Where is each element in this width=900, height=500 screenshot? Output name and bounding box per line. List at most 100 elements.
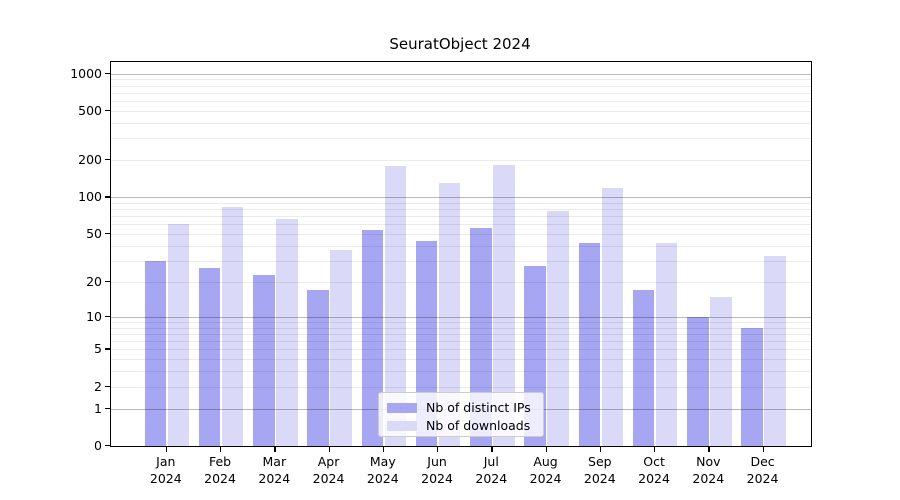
gridline-minor-900 — [111, 79, 811, 81]
bar-nb-of-distinct-ips-jul-2024 — [470, 228, 492, 446]
gridline-minor-50 — [111, 234, 811, 236]
bar-nb-of-downloads-may-2024 — [384, 166, 407, 446]
bar-nb-of-downloads-jan-2024 — [167, 224, 190, 446]
y-tick-mark-500 — [105, 109, 110, 112]
x-tick-label-jan-2024: Jan 2024 — [149, 454, 182, 486]
x-tick-mark-oct-2024 — [654, 446, 656, 452]
y-tick-label-100: 100 — [78, 189, 102, 205]
x-tick-mark-sep-2024 — [599, 446, 602, 452]
legend-label-downloads: Nb of downloads — [426, 418, 531, 433]
gridline-minor-800 — [111, 85, 811, 87]
legend: Nb of distinct IPs Nb of downloads — [378, 392, 544, 437]
y-tick-label-200: 200 — [78, 152, 102, 168]
gridline-minor-200 — [111, 160, 811, 162]
y-tick-mark-10 — [105, 315, 110, 318]
y-tick-mark-200 — [105, 159, 110, 161]
x-tick-mark-jan-2024 — [165, 446, 168, 452]
gridline-minor-300 — [111, 138, 811, 140]
gridline-minor-60 — [111, 224, 811, 226]
bar-nb-of-distinct-ips-nov-2024 — [687, 316, 709, 446]
bar-nb-of-downloads-feb-2024 — [221, 207, 244, 446]
gridline-minor-7 — [111, 333, 811, 335]
bar-nb-of-downloads-mar-2024 — [276, 219, 298, 446]
y-tick-mark-5 — [105, 348, 110, 350]
bar-nb-of-downloads-sep-2024 — [601, 187, 624, 446]
chart-title: SeuratObject 2024 — [389, 35, 531, 53]
bar-nb-of-downloads-dec-2024 — [764, 255, 786, 446]
gridline-major-100 — [111, 197, 811, 199]
y-tick-label-0: 0 — [94, 438, 102, 453]
y-tick-label-500: 500 — [78, 102, 102, 118]
bar-nb-of-distinct-ips-sep-2024 — [578, 243, 600, 446]
bar-nb-of-distinct-ips-may-2024 — [361, 230, 383, 446]
x-tick-label-may-2024: May 2024 — [366, 454, 399, 486]
bar-nb-of-distinct-ips-apr-2024 — [307, 290, 329, 446]
legend-item-downloads: Nb of downloads — [387, 417, 535, 434]
bar-nb-of-downloads-aug-2024 — [547, 211, 569, 446]
gridline-minor-4 — [111, 359, 811, 361]
x-tick-mark-feb-2024 — [220, 446, 222, 452]
x-tick-mark-may-2024 — [382, 446, 385, 452]
bar-nb-of-distinct-ips-mar-2024 — [253, 274, 275, 446]
x-tick-mark-dec-2024 — [762, 446, 764, 452]
bar-nb-of-distinct-ips-oct-2024 — [632, 290, 655, 446]
y-tick-label-50: 50 — [86, 226, 102, 242]
x-tick-mark-mar-2024 — [274, 446, 276, 452]
gridline-major-1000 — [111, 73, 811, 75]
bar-nb-of-downloads-apr-2024 — [330, 249, 352, 446]
gridline-minor-8 — [111, 327, 811, 329]
x-tick-label-sep-2024: Sep 2024 — [583, 454, 616, 486]
y-tick-label-20: 20 — [86, 273, 102, 289]
y-tick-label-1000: 1000 — [70, 65, 102, 81]
legend-label-distinct-ips: Nb of distinct IPs — [426, 400, 531, 415]
x-tick-label-apr-2024: Apr 2024 — [312, 454, 345, 486]
y-tick-label-10: 10 — [86, 308, 102, 324]
bar-nb-of-distinct-ips-dec-2024 — [741, 327, 763, 446]
bar-nb-of-downloads-jun-2024 — [438, 183, 461, 446]
legend-swatch-downloads-icon — [387, 420, 417, 431]
gridline-major-10 — [111, 316, 811, 318]
gridline-minor-40 — [111, 245, 811, 247]
bar-nb-of-downloads-nov-2024 — [710, 296, 732, 446]
y-tick-mark-20 — [105, 280, 110, 283]
x-tick-label-nov-2024: Nov 2024 — [692, 454, 725, 486]
gridline-minor-20 — [111, 281, 811, 283]
legend-swatch-distinct-ips-icon — [387, 402, 417, 413]
gridline-minor-5 — [111, 349, 811, 351]
gridline-minor-9 — [111, 321, 811, 323]
x-tick-label-jul-2024: Jul 2024 — [475, 454, 508, 486]
gridline-minor-400 — [111, 122, 811, 124]
y-tick-mark-1 — [105, 407, 110, 409]
y-tick-label-1: 1 — [94, 400, 102, 416]
x-tick-label-dec-2024: Dec 2024 — [746, 454, 779, 486]
gridline-minor-500 — [111, 110, 811, 112]
gridline-minor-6 — [111, 341, 811, 343]
y-tick-label-2: 2 — [94, 378, 102, 394]
y-tick-mark-2 — [105, 385, 110, 388]
gridline-minor-90 — [111, 202, 811, 204]
x-tick-mark-aug-2024 — [545, 446, 547, 452]
x-tick-label-jun-2024: Jun 2024 — [421, 454, 453, 486]
gridline-minor-700 — [111, 92, 811, 94]
plot-area — [110, 61, 812, 447]
gridline-minor-2 — [111, 386, 811, 388]
gridline-minor-600 — [111, 101, 811, 103]
x-tick-mark-jun-2024 — [437, 446, 439, 452]
x-tick-label-mar-2024: Mar 2024 — [258, 454, 291, 486]
x-tick-label-feb-2024: Feb 2024 — [204, 454, 236, 486]
gridline-minor-30 — [111, 260, 811, 262]
y-tick-mark-50 — [105, 233, 110, 235]
x-tick-mark-apr-2024 — [328, 446, 330, 452]
bar-nb-of-downloads-oct-2024 — [655, 243, 678, 446]
y-tick-mark-100 — [105, 196, 110, 198]
bar-nb-of-distinct-ips-feb-2024 — [198, 268, 221, 446]
x-tick-mark-jul-2024 — [491, 446, 493, 452]
gridline-minor-70 — [111, 216, 811, 218]
x-tick-mark-nov-2024 — [708, 446, 710, 452]
y-tick-mark-0 — [105, 445, 110, 447]
x-tick-label-aug-2024: Aug 2024 — [529, 454, 562, 486]
legend-item-distinct-ips: Nb of distinct IPs — [387, 399, 535, 416]
gridline-minor-3 — [111, 371, 811, 373]
bar-nb-of-distinct-ips-jan-2024 — [144, 260, 166, 446]
